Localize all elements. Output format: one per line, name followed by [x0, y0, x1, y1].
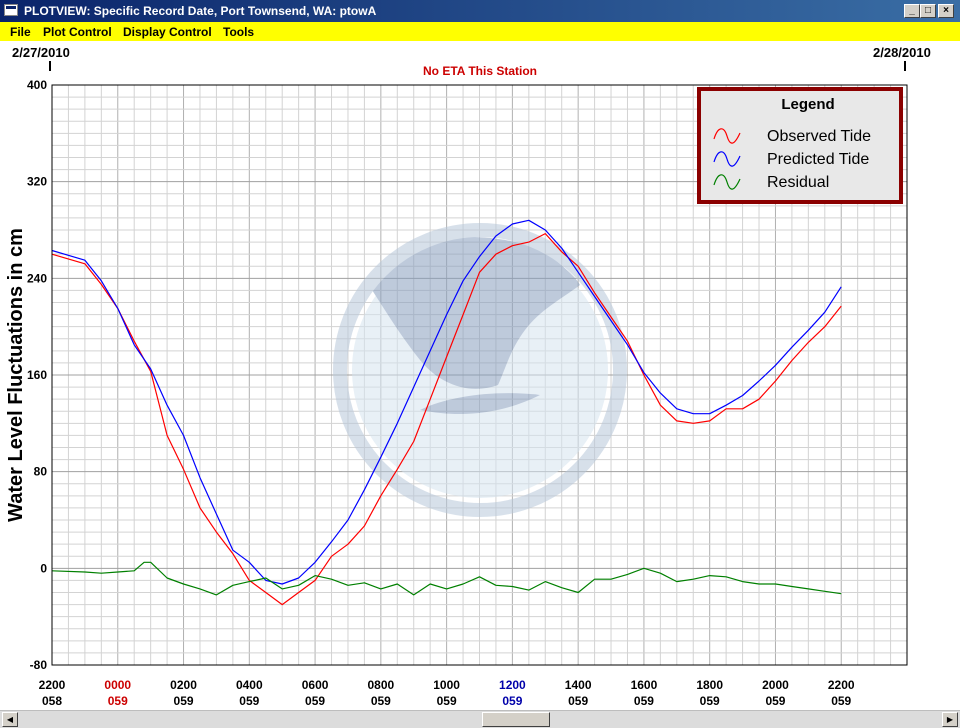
menu-bar: File Plot Control Display Control Tools	[0, 22, 960, 41]
x-tick-day-label: 059	[174, 694, 194, 708]
y-tick-label: 240	[27, 271, 47, 285]
x-tick-time-label: 0800	[367, 678, 394, 692]
window-title: PLOTVIEW: Specific Record Date, Port Tow…	[24, 4, 377, 18]
y-tick-label: 160	[27, 368, 47, 382]
y-tick-label: -80	[30, 658, 48, 672]
x-tick-time-label: 0600	[302, 678, 329, 692]
plot-grid	[51, 84, 908, 666]
scroll-right-arrow-icon[interactable]: ▶	[942, 712, 958, 727]
menu-display-control[interactable]: Display Control	[123, 25, 212, 39]
scroll-thumb[interactable]	[482, 712, 550, 727]
legend-box	[697, 87, 903, 204]
x-tick-day-label: 059	[437, 694, 457, 708]
legend: Legend Observed Tide Predicted Tide Residu…	[697, 87, 903, 204]
x-tick-labels: 2200 058 0000 059 0200 059 0400 059 0600 059 0800 0…	[39, 678, 855, 708]
legend-label: Predicted Tide	[767, 151, 869, 168]
app-icon	[4, 4, 18, 16]
series-group	[51, 219, 842, 606]
x-tick-time-label: 0400	[236, 678, 263, 692]
legend-title: Legend	[781, 96, 834, 113]
x-tick-time-label: 1200	[499, 678, 526, 692]
x-tick-time-label: 2000	[762, 678, 789, 692]
legend-swatch	[713, 174, 741, 190]
x-tick-time-label: 0200	[170, 678, 197, 692]
minimize-button[interactable]: _	[904, 4, 920, 18]
legend-swatch	[713, 151, 741, 167]
series-line-residual	[51, 561, 842, 596]
x-tick-time-label: 1400	[565, 678, 592, 692]
legend-label: Observed Tide	[767, 128, 871, 145]
y-tick-labels: -80 0 80 160 240 320 400	[27, 78, 47, 672]
scroll-left-arrow-icon[interactable]: ◀	[2, 712, 18, 727]
y-tick-label: 320	[27, 175, 47, 189]
x-tick-day-label: 059	[108, 694, 128, 708]
y-axis-label: Water Level Fluctuations in cm	[5, 228, 27, 522]
x-tick-time-label: 1600	[631, 678, 658, 692]
eta-notice: No ETA This Station	[423, 64, 537, 78]
x-tick-day-label: 058	[42, 694, 62, 708]
y-tick-label: 0	[40, 561, 47, 575]
x-tick-day-label: 059	[700, 694, 720, 708]
menu-file[interactable]: File	[10, 25, 31, 39]
x-tick-day-label: 059	[568, 694, 588, 708]
legend-label: Residual	[767, 174, 829, 191]
x-tick-time-label: 1000	[433, 678, 460, 692]
x-tick-time-label: 2200	[828, 678, 855, 692]
plot-frame	[51, 84, 908, 666]
legend-swatch	[713, 128, 741, 144]
close-button[interactable]: ×	[938, 4, 954, 18]
x-tick-day-label: 059	[305, 694, 325, 708]
menu-tools[interactable]: Tools	[223, 25, 255, 39]
series-line-predicted-tide	[51, 219, 842, 585]
y-tick-label: 80	[34, 465, 48, 479]
date-right: 2/28/2010	[873, 45, 931, 60]
x-tick-time-label: 0000	[104, 678, 131, 692]
menu-plot-control[interactable]: Plot Control	[43, 25, 112, 39]
maximize-button[interactable]: □	[920, 4, 936, 18]
y-tick-label: 400	[27, 78, 47, 92]
x-tick-time-label: 1800	[696, 678, 723, 692]
date-left: 2/27/2010	[12, 45, 70, 60]
x-tick-day-label: 059	[831, 694, 851, 708]
x-tick-day-label: 059	[634, 694, 654, 708]
x-tick-day-label: 059	[371, 694, 391, 708]
x-tick-time-label: 2200	[39, 678, 66, 692]
series-line-observed-tide	[51, 233, 842, 606]
x-tick-day-label: 059	[239, 694, 259, 708]
horizontal-scrollbar[interactable]: ◀ ▶	[0, 710, 960, 728]
x-tick-day-label: 059	[502, 694, 522, 708]
title-bar: PLOTVIEW: Specific Record Date, Port Tow…	[0, 0, 960, 22]
x-tick-day-label: 059	[765, 694, 785, 708]
